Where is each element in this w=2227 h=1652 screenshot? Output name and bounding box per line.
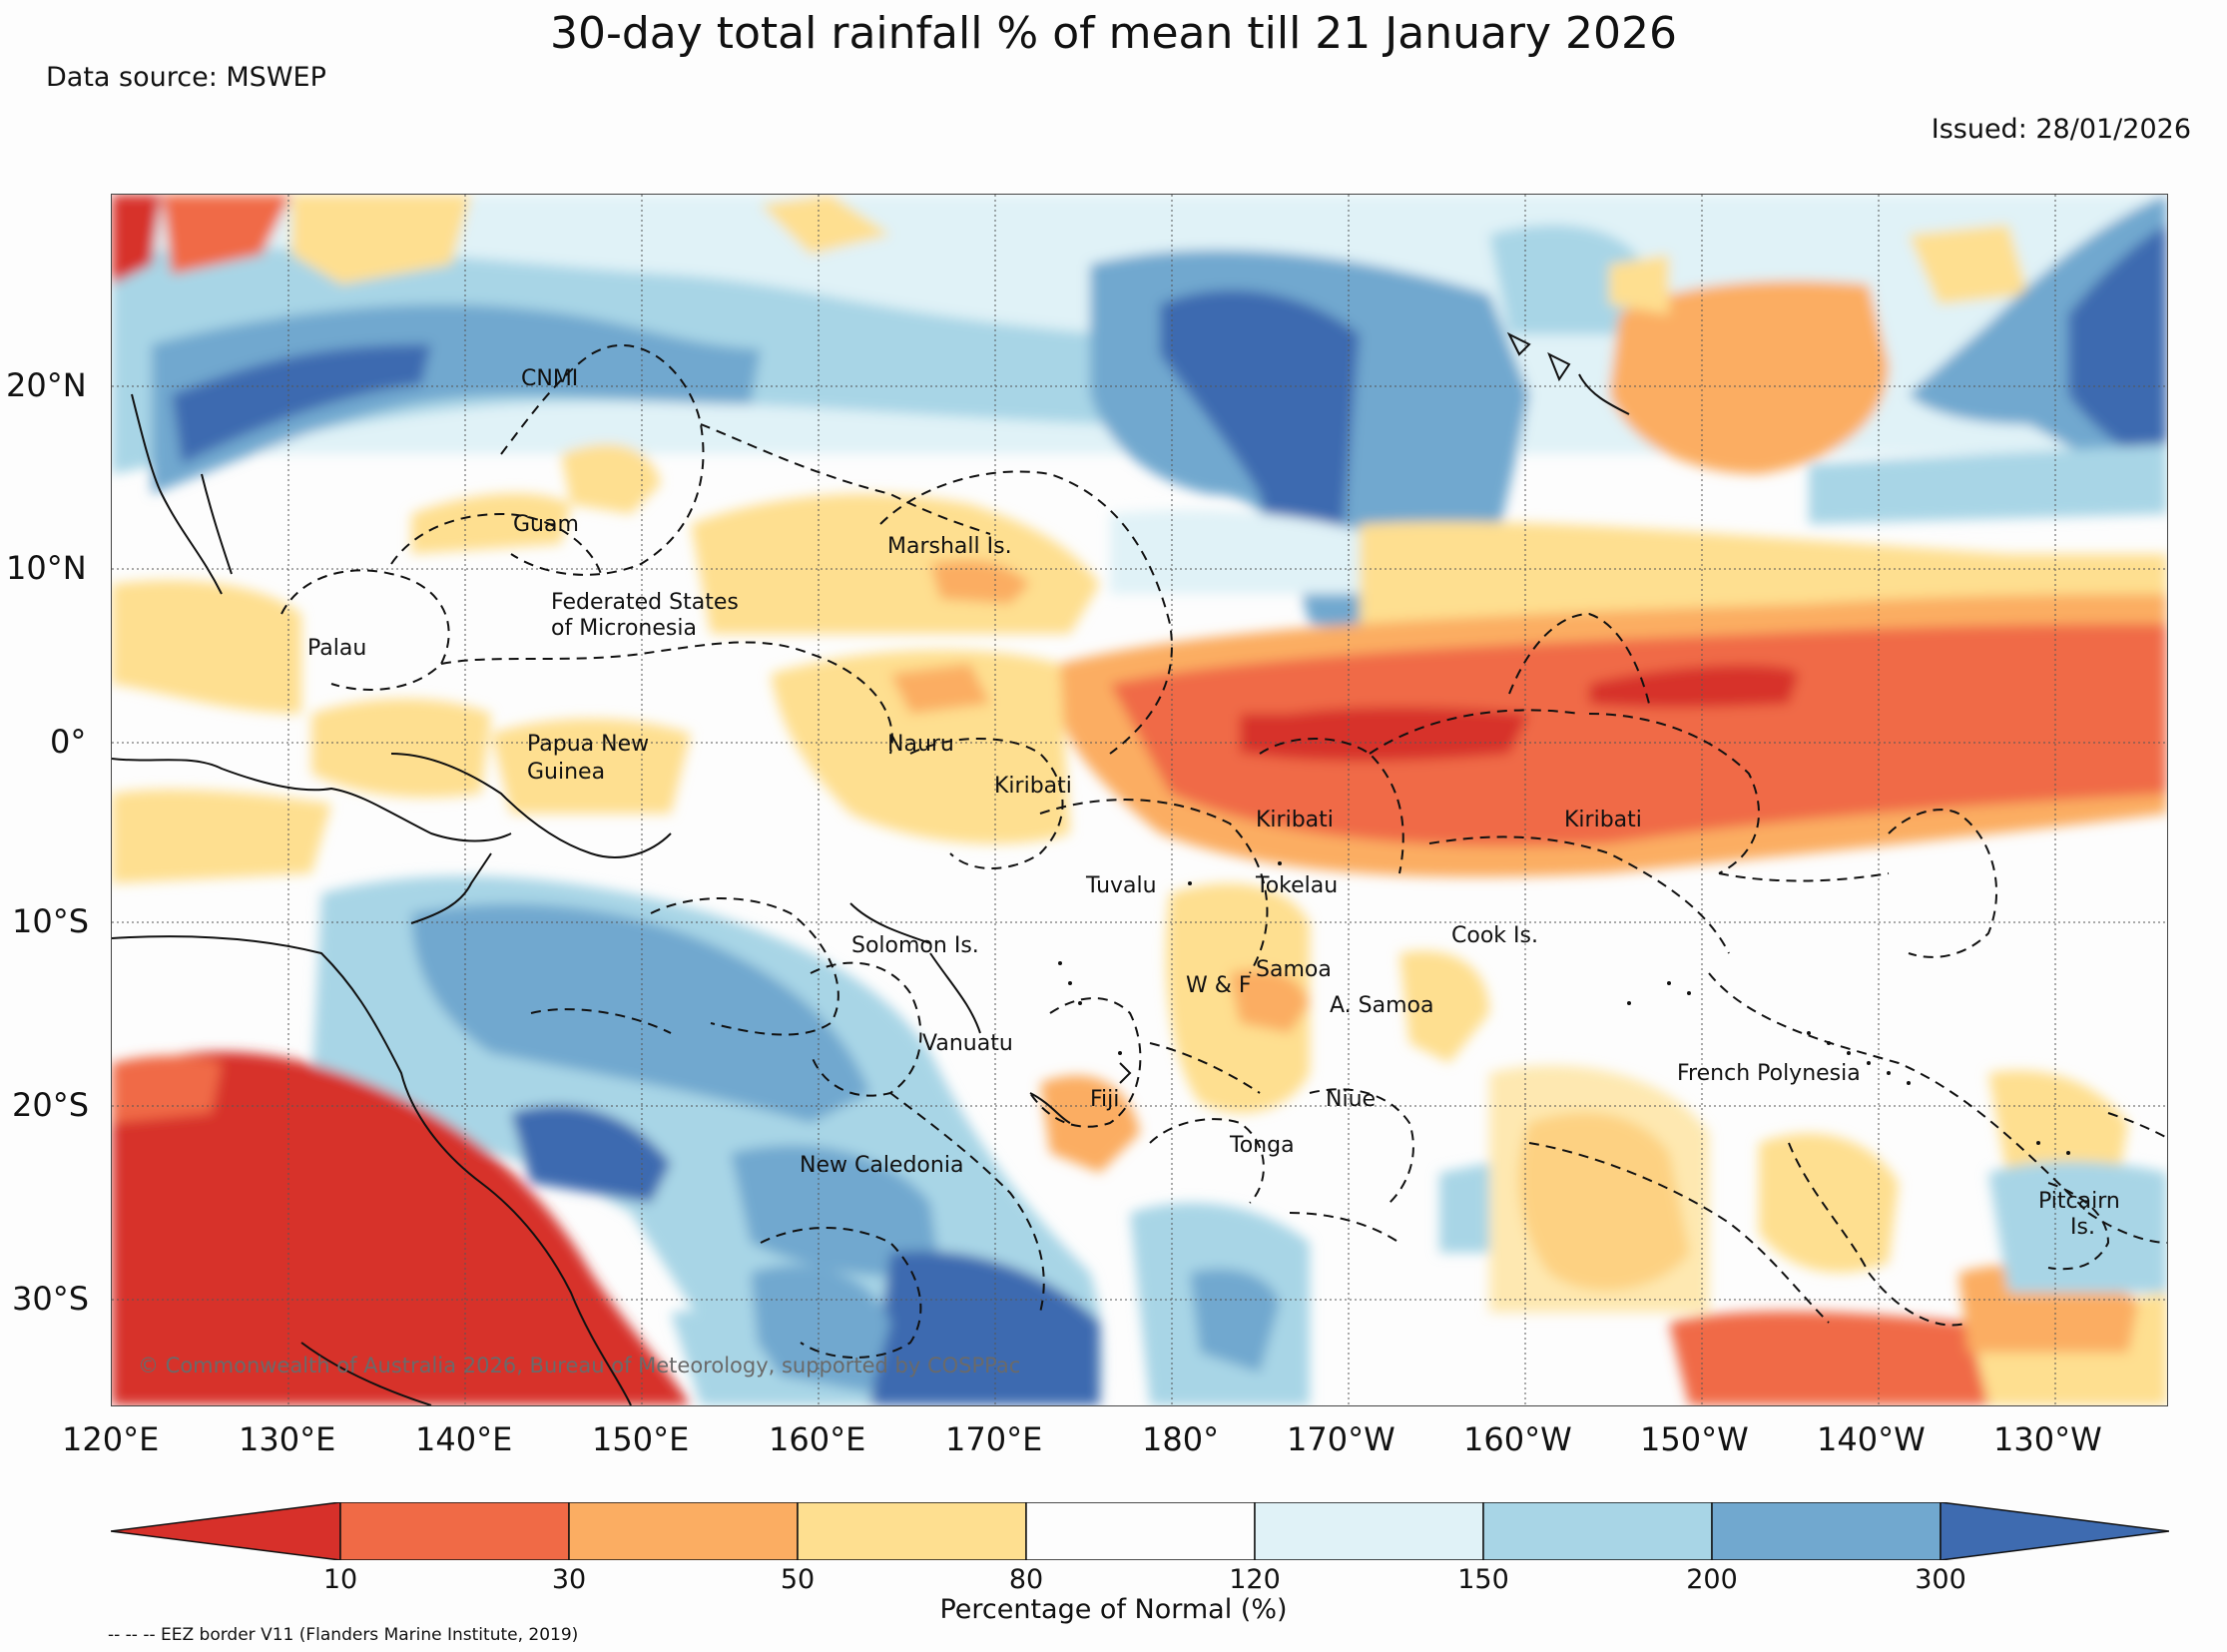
issued-date: Issued: 28/01/2026 xyxy=(1931,114,2191,145)
colorbar-segment-30-50 xyxy=(568,1502,799,1560)
rainfall-field xyxy=(112,195,2167,1405)
lon-label-140w: 140°W xyxy=(1817,1420,1926,1458)
label-tuvalu: Tuvalu xyxy=(1086,873,1157,898)
lon-label-160e: 160°E xyxy=(769,1420,866,1458)
colorbar-segment-above-300 xyxy=(1940,1502,2169,1560)
label-tokelau: Tokelau xyxy=(1256,873,1339,898)
colorbar-tick-50: 50 xyxy=(780,1564,816,1595)
coastlines xyxy=(112,331,1630,1405)
label-fiji: Fiji xyxy=(1090,1087,1120,1112)
lon-label-170w: 170°W xyxy=(1287,1420,1395,1458)
label-tonga: Tonga xyxy=(1230,1133,1295,1158)
label-kiribati-east: Kiribati xyxy=(1564,808,1642,832)
colorbar-tick-80: 80 xyxy=(1008,1564,1044,1595)
label-png-line2: Guinea xyxy=(527,760,606,785)
lat-label-eq: 0° xyxy=(50,723,87,761)
lat-label-10n: 10°N xyxy=(6,549,87,587)
lat-label-20s: 20°S xyxy=(12,1086,90,1124)
colorbar-title: Percentage of Normal (%) xyxy=(939,1594,1288,1625)
label-png-line1: Papua New xyxy=(527,732,650,757)
label-cnmi: CNMI xyxy=(521,366,579,391)
colorbar-segment-150-200 xyxy=(1482,1502,1713,1560)
lon-label-150e: 150°E xyxy=(592,1420,690,1458)
label-solomon-islands: Solomon Is. xyxy=(851,933,979,958)
map-title: 30-day total rainfall % of mean till 21 … xyxy=(549,8,1678,59)
colorbar-tick-200: 200 xyxy=(1686,1564,1738,1595)
rainfall-map[interactable]: CNMI Guam Marshall Is. Federated States … xyxy=(111,194,2168,1406)
colorbar-tick-30: 30 xyxy=(551,1564,587,1595)
colorbar-segment-120-150 xyxy=(1254,1502,1484,1560)
label-guam: Guam xyxy=(513,512,579,537)
lat-label-10s: 10°S xyxy=(12,902,90,940)
lon-label-160w: 160°W xyxy=(1463,1420,1572,1458)
copyright-notice: © Commonwealth of Australia 2026, Bureau… xyxy=(138,1354,1021,1377)
lon-label-150w: 150°W xyxy=(1640,1420,1749,1458)
label-wallis-futuna: W & F xyxy=(1186,973,1252,998)
eez-borders xyxy=(280,343,2167,1359)
data-source: Data source: MSWEP xyxy=(46,62,326,93)
label-french-polynesia: French Polynesia xyxy=(1677,1061,1861,1086)
label-pitcairn-line2: Is. xyxy=(2070,1215,2095,1240)
lon-label-140e: 140°E xyxy=(415,1420,513,1458)
lon-label-130e: 130°E xyxy=(239,1420,336,1458)
colorbar-segment-below-10 xyxy=(111,1502,341,1560)
label-kiribati-central: Kiribati xyxy=(1256,808,1334,832)
lat-label-30s: 30°S xyxy=(12,1280,90,1318)
lat-label-20n: 20°N xyxy=(6,366,87,404)
colorbar-tick-150: 150 xyxy=(1457,1564,1509,1595)
colorbar xyxy=(111,1502,2169,1560)
colorbar-segment-200-300 xyxy=(1711,1502,1942,1560)
label-niue: Niue xyxy=(1326,1087,1377,1112)
colorbar-segment-10-30 xyxy=(339,1502,570,1560)
lon-label-130w: 130°W xyxy=(1993,1420,2102,1458)
lon-label-180: 180° xyxy=(1142,1420,1220,1458)
label-kiribati-west: Kiribati xyxy=(994,774,1072,799)
label-marshall: Marshall Is. xyxy=(887,534,1012,559)
label-samoa: Samoa xyxy=(1256,957,1332,982)
label-cook-islands: Cook Is. xyxy=(1451,923,1538,948)
eez-legend: -- -- -- EEZ border V11 (Flanders Marine… xyxy=(108,1625,579,1645)
colorbar-tick-300: 300 xyxy=(1915,1564,1966,1595)
colorbar-tick-120: 120 xyxy=(1229,1564,1281,1595)
colorbar-segment-80-120 xyxy=(1025,1502,1256,1560)
colorbar-segment-50-80 xyxy=(797,1502,1027,1560)
lon-label-170e: 170°E xyxy=(945,1420,1043,1458)
label-pitcairn-line1: Pitcairn xyxy=(2038,1189,2120,1214)
graticule xyxy=(112,195,2167,1405)
islands xyxy=(1058,861,2070,1155)
colorbar-tick-10: 10 xyxy=(322,1564,358,1595)
label-nauru: Nauru xyxy=(887,732,954,757)
label-fsm-line1: Federated States xyxy=(551,590,739,615)
label-new-caledonia: New Caledonia xyxy=(800,1153,964,1178)
label-fsm-line2: of Micronesia xyxy=(551,616,697,641)
label-american-samoa: A. Samoa xyxy=(1330,993,1434,1018)
label-palau: Palau xyxy=(307,636,367,661)
lon-label-120e: 120°E xyxy=(62,1420,160,1458)
label-vanuatu: Vanuatu xyxy=(922,1031,1013,1056)
